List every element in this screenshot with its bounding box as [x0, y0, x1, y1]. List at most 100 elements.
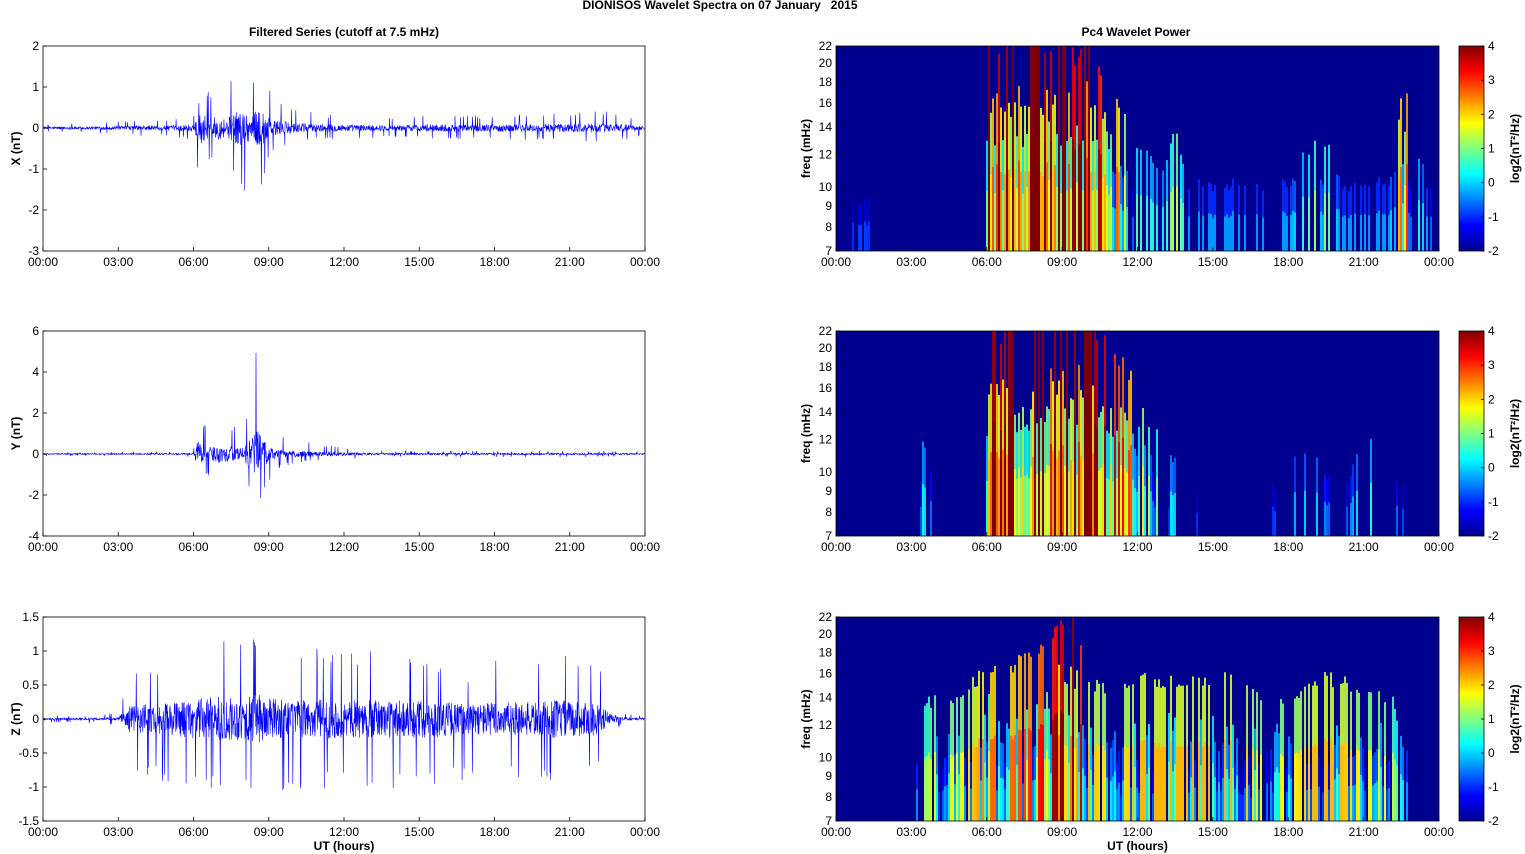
wavelet-cell [1064, 465, 1066, 536]
wavelet-cell [1030, 466, 1032, 536]
wavelet-cell [1298, 753, 1300, 821]
colorbar-tick-label: 0 [1488, 176, 1495, 190]
wavelet-cell [1314, 744, 1316, 821]
wavelet-cell [1152, 501, 1154, 536]
wavelet-cell [1368, 750, 1370, 821]
y-tick-label: 0.5 [22, 678, 39, 692]
y-tick-label: 1 [32, 80, 39, 94]
wavelet-cell [1312, 746, 1314, 821]
wavelet-cell [1272, 506, 1274, 536]
series-panel-z: 1.5 1 0.5 0 -0.5 -1 -1.5 Z (nT) 00:00 03:00 06:00 0… [9, 610, 660, 853]
wavelet-cell [1154, 743, 1156, 821]
wavelet-cell [1302, 196, 1304, 251]
wavelet-cell [1344, 741, 1346, 821]
wavelet-cell [1092, 784, 1094, 821]
x-tick-label: 00:00 [28, 255, 58, 269]
wavelet-cell [992, 739, 994, 821]
wavelet-cell [1136, 787, 1138, 821]
x-tick-label: 03:00 [103, 255, 133, 269]
wavelet-cell [1124, 745, 1126, 821]
y-tick-label: 9 [825, 769, 832, 783]
x-tick-label: 00:00 [630, 255, 660, 269]
wavelet-cell [1162, 746, 1164, 821]
wavelet-cell [1228, 217, 1230, 251]
series-panel-x: 2 1 0 -1 -2 -3 X (nT) 00:00 03:00 06:00 09:00 12:00… [9, 39, 660, 269]
y-axis-label: freq (mHz) [799, 689, 813, 748]
y-tick-label: -3 [28, 244, 39, 258]
y-axis-label: X (nT) [9, 132, 23, 166]
panels: 210-1-2-3X (nT)00:00 03:00 06:00 09:00 12:00… [9, 39, 1522, 853]
wavelet-cell [1032, 456, 1034, 536]
wavelet-cell [1340, 745, 1342, 821]
wavelet-cell [1408, 212, 1410, 251]
wavelet-cell [1060, 423, 1062, 536]
wavelet-cell [998, 766, 1000, 821]
y-tick-label: 18 [819, 360, 833, 374]
wavelet-cell [990, 739, 992, 821]
wavelet-cell [998, 142, 1000, 251]
wavelet-cell [1300, 749, 1302, 821]
wavelet-cell [1098, 470, 1100, 536]
colorbar-tick-label: 2 [1488, 392, 1495, 406]
wavelet-cell [1146, 195, 1148, 251]
wavelet-cell [1074, 423, 1076, 536]
wavelet-cell [1018, 729, 1020, 821]
wavelet-cell [1226, 769, 1228, 821]
x-tick-label: 00:00 [28, 540, 58, 554]
colorbar [1458, 616, 1485, 822]
wavelet-cell [924, 487, 926, 536]
wavelet-cell [1324, 502, 1326, 536]
x-tick-label: 03:00 [103, 825, 133, 839]
wavelet-cell [1392, 752, 1394, 821]
wavelet-cell [1012, 138, 1014, 251]
colorbar-label: log2(nT²/Hz) [1508, 114, 1522, 183]
wavelet-cell [1304, 490, 1306, 536]
wavelet-cell [1052, 450, 1054, 536]
wavelet-cell [1186, 746, 1188, 821]
wavelet-cell [1418, 200, 1420, 251]
wavelet-cell [1014, 169, 1016, 251]
wavelet-cell [1338, 209, 1340, 251]
wavelet-cell [1210, 213, 1212, 251]
wavelet-cell [1306, 789, 1308, 821]
wavelet-cell [1228, 778, 1230, 821]
wavelet-cell [1354, 784, 1356, 821]
wavelet-cell [1120, 465, 1122, 536]
y-tick-label: 14 [819, 691, 833, 705]
colorbar-tick-label: 2 [1488, 678, 1495, 692]
wavelet-cell [1348, 217, 1350, 251]
wavelet-cell [1176, 186, 1178, 251]
wavelet-cell [1230, 740, 1232, 821]
x-tick-label: 15:00 [404, 540, 434, 554]
wavelet-cell [1076, 474, 1078, 536]
colorbar-tick-label: 1 [1488, 142, 1495, 156]
y-tick-label: -2 [28, 203, 39, 217]
wavelet-cell [990, 174, 992, 251]
wavelet-cell [1070, 736, 1072, 821]
wavelet-cell [1044, 473, 1046, 536]
x-tick-label: 12:00 [1122, 255, 1152, 269]
wavelet-cell [1168, 761, 1170, 821]
colorbar-tick-label: -1 [1488, 210, 1499, 224]
x-tick-label: 09:00 [254, 540, 284, 554]
wavelet-cell [1070, 460, 1072, 536]
wavelet-cell [1396, 505, 1398, 536]
y-tick-label: 22 [819, 324, 833, 338]
x-tick-label: 15:00 [404, 825, 434, 839]
wavelet-cell [1054, 714, 1056, 821]
colorbar-tick-label: 4 [1488, 324, 1495, 338]
wavelet-cell [1064, 744, 1066, 821]
wavelet-cell [1146, 773, 1148, 821]
y-tick-label: 8 [825, 505, 832, 519]
wavelet-cell [1104, 174, 1106, 251]
wavelet-cell [860, 225, 862, 251]
wavelet-cell [1252, 748, 1254, 821]
x-tick-label: 00:00 [1424, 255, 1454, 269]
wavelet-cell [1430, 216, 1432, 251]
wavelet-cell [1000, 430, 1002, 536]
wavelet-cell [916, 789, 918, 821]
colorbar-tick-label: 3 [1488, 358, 1495, 372]
x-tick-label: 15:00 [1198, 540, 1228, 554]
wavelet-cell [1374, 783, 1376, 821]
